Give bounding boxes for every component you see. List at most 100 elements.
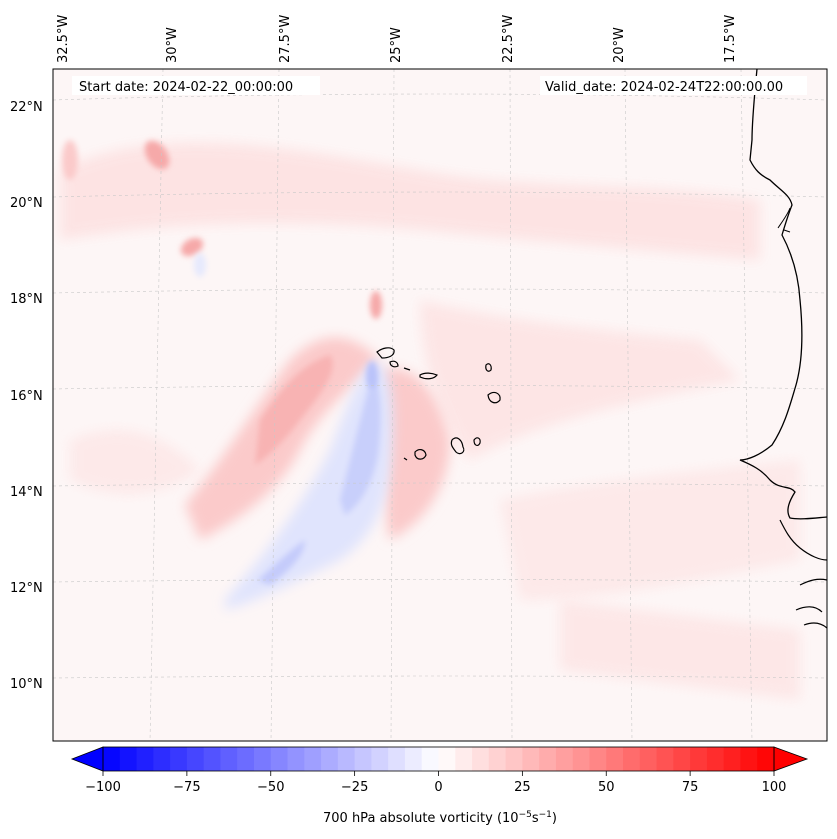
colorbar-cell [488, 747, 507, 771]
positive-vortex [370, 291, 382, 319]
negative-vortex [194, 253, 206, 277]
positive-vorticity-area [560, 600, 800, 700]
lon-label: 20°W [612, 27, 627, 63]
colorbar-tick-label: −50 [257, 780, 284, 795]
colorbar-cell [706, 747, 725, 771]
colorbar-cell [270, 747, 289, 771]
start-date-box [72, 76, 320, 95]
positive-vorticity-area [420, 300, 740, 460]
start-date-label: Start date: 2024-02-22_00:00:00 [79, 80, 293, 95]
lat-label: 20°N [10, 196, 43, 211]
positive-vorticity-area [60, 142, 760, 260]
colorbar-cell [388, 747, 406, 771]
lon-label: 22.5°W [501, 15, 516, 63]
lon-label: 30°W [165, 27, 180, 63]
colorbar-cell [539, 747, 557, 771]
colorbar-cell [119, 747, 138, 771]
cape-verde-islands [376, 347, 501, 461]
africa-coastline [779, 519, 827, 561]
colorbar-cell [237, 747, 255, 771]
colorbar-title-exponent: −1 [539, 810, 552, 820]
colorbar-cell [220, 747, 238, 771]
colorbar-cell [438, 747, 456, 771]
colorbar-cell [656, 747, 674, 771]
negative-vorticity-band [225, 360, 393, 610]
latitude-labels: 22°N 20°N 18°N 16°N 14°N 12°N 10°N [10, 100, 43, 692]
lon-label: 27.5°W [278, 15, 293, 63]
colorbar-title: 700 hPa absolute vorticity (10−5s−1) [323, 810, 557, 826]
colorbar-cell [723, 747, 742, 771]
colorbar-cells [103, 747, 775, 771]
colorbar-tick-label: 100 [762, 780, 787, 795]
colorbar-tick-label: −75 [173, 780, 200, 795]
colorbar-title-exponent: −5 [519, 810, 532, 820]
lat-label: 16°N [10, 389, 43, 404]
lon-label: 25°W [389, 27, 404, 63]
colorbar-cell [186, 747, 205, 771]
colorbar-cell [170, 747, 188, 771]
africa-coastline [795, 578, 827, 629]
colorbar-cell [404, 747, 423, 771]
colorbar-cell [103, 747, 121, 771]
colorbar-cell [455, 747, 473, 771]
negative-vorticity-core [340, 375, 381, 515]
colorbar-cell [136, 747, 154, 771]
colorbar-tick-label: 75 [682, 780, 699, 795]
colorbar-cell [421, 747, 440, 771]
colorbar-cell [740, 747, 758, 771]
positive-vortex [180, 237, 204, 257]
colorbar-cell [472, 747, 490, 771]
colorbar-cell [354, 747, 373, 771]
colorbar-extend-max-arrow [773, 746, 809, 772]
colorbar-cell [673, 747, 691, 771]
positive-vorticity-area [500, 460, 800, 600]
colorbar-tick-label: −100 [85, 780, 121, 795]
colorbar-cell [572, 747, 591, 771]
colorbar-cell [757, 747, 775, 771]
colorbar-title-unit: s [532, 811, 539, 826]
colorbar-cell [203, 747, 222, 771]
valid-date-box [540, 76, 807, 95]
colorbar-tick-label: 0 [434, 780, 442, 795]
lon-label: 17.5°W [723, 15, 738, 63]
colorbar-title-text: 700 hPa absolute vorticity (10 [323, 811, 519, 826]
map-frame [52, 68, 828, 742]
colorbar-cell [639, 747, 658, 771]
negative-vorticity-core [366, 361, 378, 389]
negative-vorticity-core [258, 540, 305, 585]
lat-label: 18°N [10, 292, 43, 307]
colorbar-ticks: −100 −75 −50 −25 0 25 50 75 100 [85, 771, 786, 795]
colorbar-title-close: ) [552, 811, 557, 826]
colorbar-cell [321, 747, 339, 771]
colorbar-cell [153, 747, 171, 771]
longitude-labels: 32.5°W 30°W 27.5°W 25°W 22.5°W 20°W 17.5… [56, 15, 738, 63]
colorbar: −100 −75 −50 −25 0 25 50 75 100 700 hPa absolute… [70, 746, 809, 826]
lat-label: 10°N [10, 677, 43, 692]
colorbar-cell [589, 747, 607, 771]
colorbar-cell [337, 747, 356, 771]
colorbar-extend-min-arrow [70, 746, 104, 772]
colorbar-cell [505, 747, 523, 771]
colorbar-cell [522, 747, 540, 771]
africa-coastline [739, 69, 827, 520]
colorbar-cell [304, 747, 322, 771]
colorbar-cell [287, 747, 305, 771]
positive-vorticity-area [70, 430, 200, 494]
colorbar-cell [690, 747, 708, 771]
colorbar-tick-label: 50 [598, 780, 615, 795]
colorbar-cell [606, 747, 624, 771]
lat-label: 14°N [10, 485, 43, 500]
positive-vortex [62, 140, 78, 180]
colorbar-cell [623, 747, 641, 771]
colorbar-cell [555, 747, 574, 771]
colorbar-tick-label: −25 [341, 780, 368, 795]
lat-label: 12°N [10, 581, 43, 596]
colorbar-cell [371, 747, 389, 771]
vorticity-field [53, 69, 827, 741]
gridlines [53, 69, 827, 741]
colorbar-tick-label: 25 [514, 780, 531, 795]
colorbar-cell [253, 747, 272, 771]
lat-label: 22°N [10, 100, 43, 115]
valid-date-label: Valid_date: 2024-02-24T22:00:00.00 [545, 80, 783, 95]
senegal-river-inlet [777, 207, 791, 233]
